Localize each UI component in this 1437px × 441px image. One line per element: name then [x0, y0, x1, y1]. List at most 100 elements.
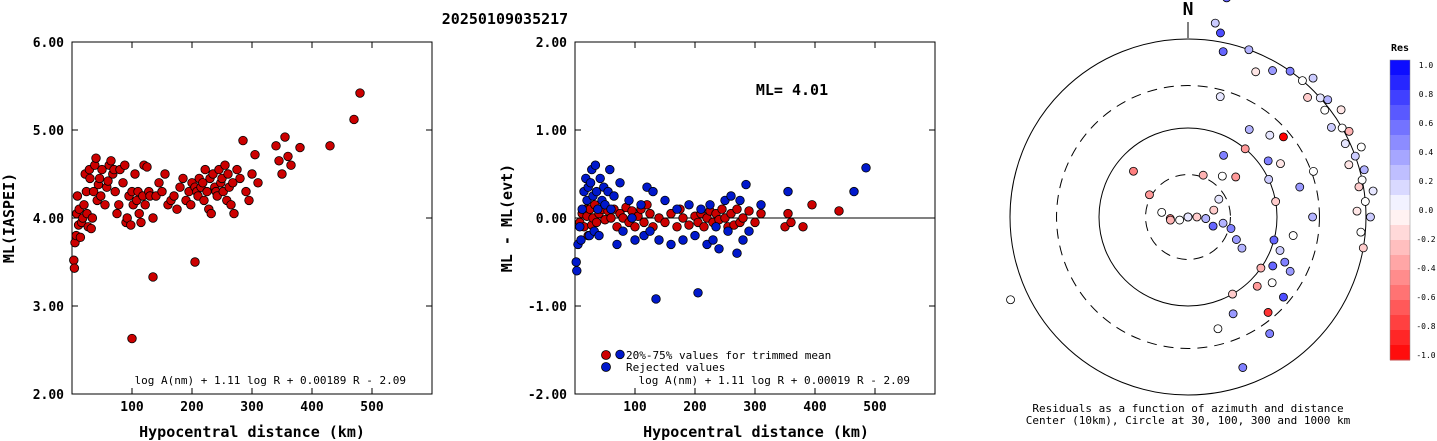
figure-title: 20250109035217 — [442, 10, 568, 28]
polar-point — [1269, 235, 1279, 245]
data-point — [591, 217, 602, 228]
polar-point — [1337, 123, 1347, 133]
polar-point — [1251, 67, 1261, 77]
data-point — [723, 226, 733, 236]
plot2-x-axis-label: Hypocentral distance (km) — [643, 423, 869, 441]
data-point — [202, 186, 212, 197]
north-label: N — [1183, 0, 1194, 20]
polar-point — [1222, 0, 1231, 3]
data-point — [126, 220, 136, 230]
colorbar-title: Res — [1391, 43, 1409, 54]
polar-point — [1231, 235, 1241, 244]
data-point — [94, 173, 105, 184]
data-point — [666, 239, 676, 250]
data-point — [200, 164, 210, 175]
data-point — [741, 179, 751, 190]
polar-point — [1268, 261, 1278, 271]
data-point — [103, 176, 113, 186]
legend-rejected-label: Rejected values — [626, 361, 725, 374]
polar-point — [1356, 142, 1366, 152]
polar-point — [1215, 92, 1225, 102]
data-point — [118, 178, 128, 188]
colorbar-tick-label: -0.4 — [1416, 264, 1435, 273]
colorbar-segment — [1390, 285, 1410, 301]
data-point — [223, 169, 233, 179]
polar-point — [1279, 132, 1288, 142]
data-point — [97, 164, 107, 175]
polar-point — [1219, 150, 1228, 160]
data-point — [238, 135, 248, 146]
y-tick-label: -2.00 — [528, 388, 567, 403]
data-point — [595, 173, 605, 184]
data-point — [148, 213, 158, 223]
colorbar-segment — [1390, 60, 1410, 76]
data-point — [678, 213, 688, 223]
data-point — [690, 230, 700, 241]
data-point — [69, 263, 80, 273]
polar-point — [1288, 231, 1298, 240]
polar-point — [1263, 308, 1273, 317]
data-point — [783, 186, 793, 197]
data-point — [660, 217, 670, 228]
plot2-y-axis-label: ML - ML(evt) — [498, 164, 516, 272]
y-tick-label: -1.00 — [528, 300, 567, 315]
data-point — [648, 186, 658, 197]
colorbar-segment — [1390, 300, 1410, 316]
data-point — [726, 191, 736, 201]
polar-point — [1228, 309, 1238, 319]
colorbar: 1.0 0.8 0.6 0.4 0.2 0.0 -0.2 -0.4 -0.6 -0.8 -1.0 — [1389, 59, 1436, 361]
data-point — [605, 164, 615, 175]
polar-point — [1327, 122, 1336, 132]
polar-point — [1237, 243, 1247, 253]
data-point — [75, 232, 86, 243]
polar-caption-1: Residuals as a function of azimuth and d… — [1032, 402, 1343, 415]
polar-point — [1145, 190, 1154, 200]
x-tick-label: 300 — [743, 400, 767, 415]
polar-point — [1359, 165, 1369, 175]
data-point — [590, 160, 601, 170]
polar-point — [1192, 212, 1202, 222]
data-point — [660, 195, 670, 206]
data-point — [86, 223, 96, 234]
data-point — [591, 186, 602, 197]
data-point — [738, 213, 748, 223]
polar-rings — [1009, 38, 1367, 396]
data-point — [277, 169, 287, 179]
colorbar-tick-label: 0.2 — [1419, 177, 1434, 186]
polar-point — [1129, 166, 1138, 176]
data-point — [606, 204, 616, 214]
data-point — [250, 149, 260, 160]
y-tick-label: 5.00 — [33, 124, 64, 139]
colorbar-segment — [1390, 345, 1410, 361]
polar-caption-2: Center (10km), Circle at 30, 100, 300 an… — [1026, 414, 1351, 427]
y-tick-label: 3.00 — [33, 300, 64, 315]
colorbar-segment — [1390, 195, 1410, 211]
polar-point — [1358, 243, 1368, 253]
colorbar-tick-label: -1.0 — [1416, 351, 1435, 360]
data-point — [678, 235, 688, 245]
polar-point — [1201, 214, 1211, 223]
data-point — [717, 204, 727, 214]
data-point — [112, 208, 122, 219]
data-point — [142, 162, 152, 172]
colorbar-tick-label: 1.0 — [1419, 61, 1434, 70]
data-point — [615, 178, 625, 188]
data-point — [88, 186, 99, 197]
polar-point — [1368, 186, 1378, 196]
colorbar-segment — [1390, 75, 1410, 91]
polar-point — [1252, 281, 1262, 291]
data-point — [615, 349, 625, 360]
polar-point — [1356, 227, 1366, 237]
data-point — [696, 204, 706, 214]
data-point — [72, 191, 83, 201]
data-point — [274, 156, 284, 166]
data-point — [585, 178, 596, 188]
plot1-x-axis-label: Hypocentral distance (km) — [139, 423, 365, 441]
panel-ml-vs-distance: 2.00 3.00 4.00 5.00 6.00 100 200 300 400 500 ML(… — [0, 36, 433, 441]
data-point — [684, 200, 694, 210]
magnitude-label: ML= 4.01 — [756, 81, 828, 99]
panel-polar-residuals: N Residuals as a function of azimuth and… — [1006, 0, 1436, 427]
polar-point — [1315, 93, 1325, 103]
polar-point — [1336, 105, 1346, 115]
data-point — [241, 186, 251, 197]
